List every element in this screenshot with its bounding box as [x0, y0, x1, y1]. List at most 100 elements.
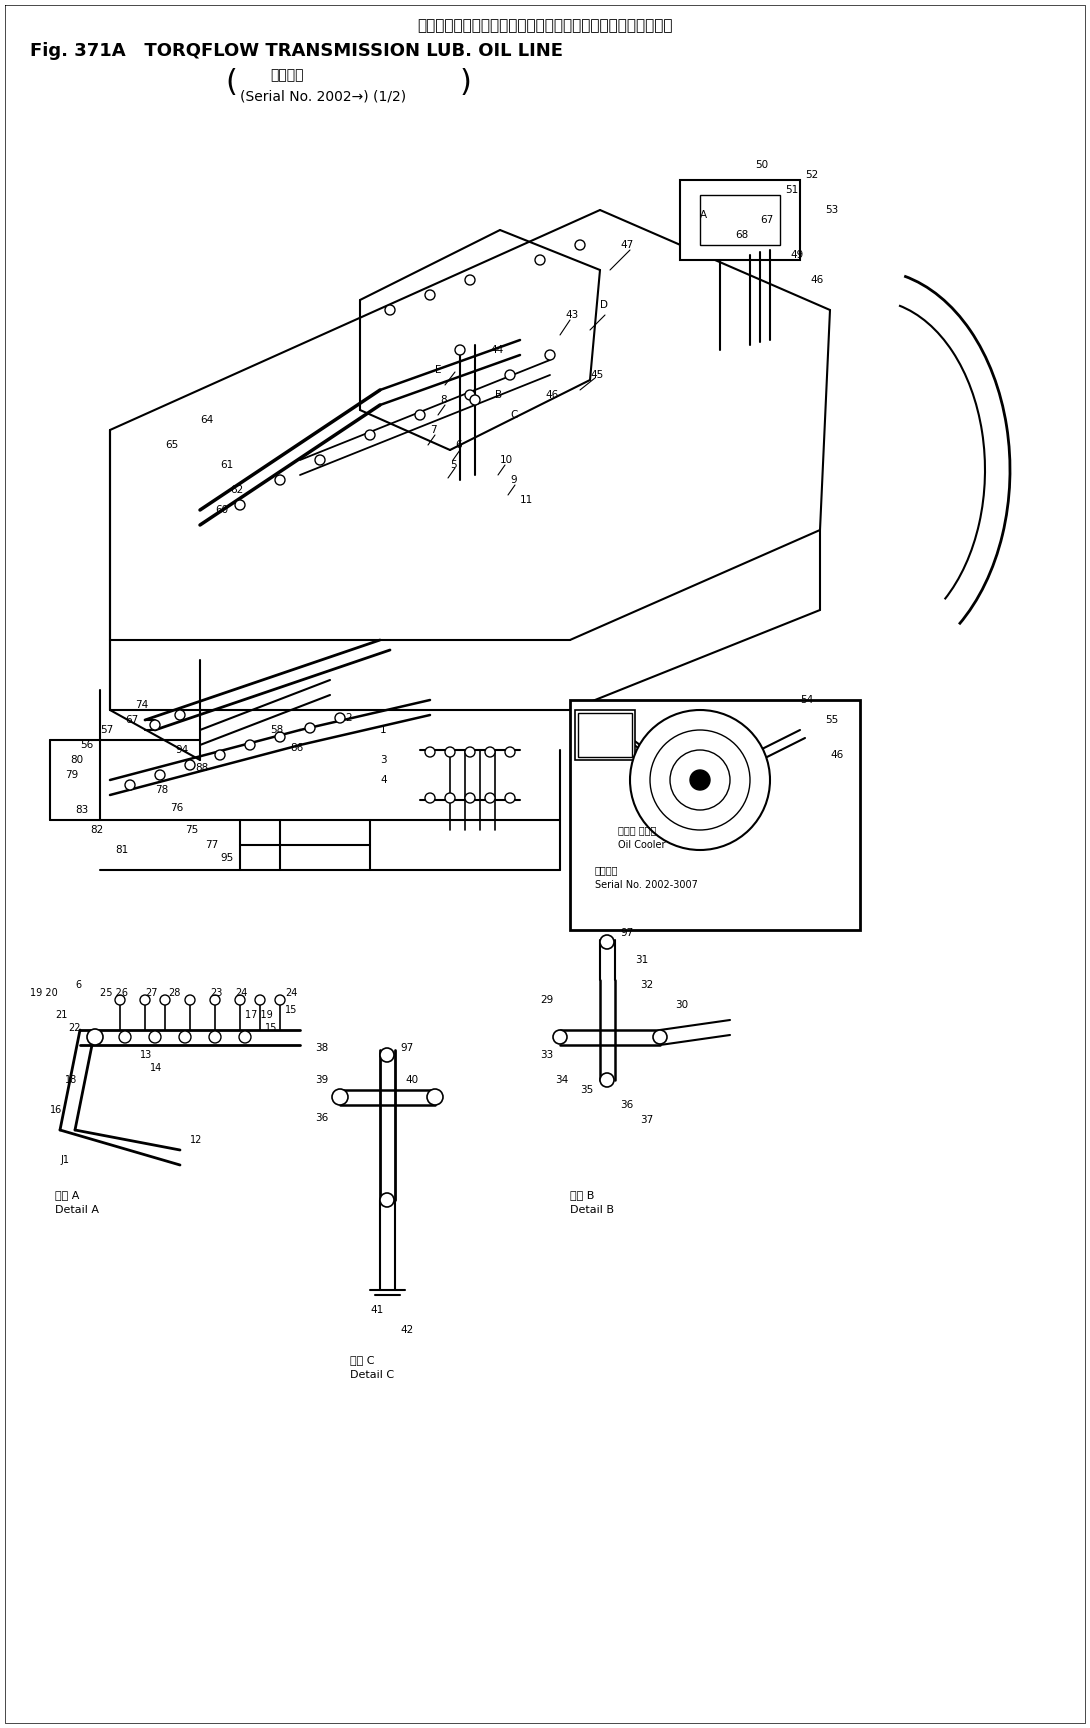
Text: 88: 88 [195, 764, 208, 772]
Text: 12: 12 [190, 1135, 203, 1146]
Text: 28: 28 [168, 988, 180, 999]
Circle shape [315, 454, 325, 465]
Text: 77: 77 [205, 840, 218, 850]
Circle shape [155, 771, 165, 779]
Circle shape [465, 793, 475, 804]
Circle shape [445, 746, 455, 757]
Bar [576, 710, 635, 760]
Text: 38: 38 [315, 1044, 328, 1052]
Circle shape [255, 995, 265, 1006]
Text: 86: 86 [290, 743, 303, 753]
Text: オイル クーラ: オイル クーラ [618, 824, 656, 835]
Text: 39: 39 [315, 1075, 328, 1085]
Circle shape [415, 410, 425, 420]
Circle shape [630, 710, 770, 850]
Text: J1: J1 [60, 1154, 69, 1165]
Circle shape [425, 290, 435, 301]
Circle shape [245, 740, 255, 750]
Text: 10: 10 [500, 454, 513, 465]
Circle shape [505, 793, 514, 804]
Text: (: ( [225, 67, 237, 97]
Text: 76: 76 [170, 804, 183, 812]
Text: 82: 82 [90, 824, 104, 835]
Text: 24: 24 [235, 988, 247, 999]
Circle shape [365, 430, 375, 441]
Circle shape [275, 475, 284, 486]
Circle shape [470, 396, 480, 404]
Text: 67: 67 [760, 214, 773, 225]
Text: 35: 35 [580, 1085, 593, 1096]
Circle shape [160, 995, 170, 1006]
Text: 29: 29 [540, 995, 554, 1006]
Text: 78: 78 [155, 785, 168, 795]
Text: 40: 40 [405, 1075, 419, 1085]
Text: 18: 18 [65, 1075, 77, 1085]
Circle shape [425, 746, 435, 757]
Text: 50: 50 [755, 161, 768, 169]
Circle shape [553, 1030, 567, 1044]
Text: Serial No. 2002-3007: Serial No. 2002-3007 [595, 880, 698, 890]
Text: 62: 62 [230, 486, 243, 494]
Text: 11: 11 [520, 494, 533, 505]
Text: 67: 67 [125, 715, 138, 726]
Text: 17 19: 17 19 [245, 1009, 272, 1020]
Text: 57: 57 [100, 726, 113, 734]
Text: 6: 6 [455, 441, 462, 449]
Text: 83: 83 [75, 805, 88, 816]
Text: (Serial No. 2002→) (1/2): (Serial No. 2002→) (1/2) [240, 90, 407, 104]
Text: 19 20: 19 20 [31, 988, 58, 999]
Text: 33: 33 [540, 1051, 554, 1059]
Circle shape [455, 346, 465, 354]
Text: 23: 23 [210, 988, 222, 999]
Text: 32: 32 [640, 980, 653, 990]
Circle shape [600, 935, 614, 949]
Text: 47: 47 [620, 240, 633, 251]
Circle shape [445, 793, 455, 804]
Text: 80: 80 [70, 755, 83, 766]
Circle shape [305, 722, 315, 733]
Circle shape [505, 746, 514, 757]
Text: 58: 58 [270, 726, 283, 734]
Text: 25 26: 25 26 [100, 988, 128, 999]
Circle shape [185, 995, 195, 1006]
Text: 4: 4 [380, 774, 387, 785]
Text: 53: 53 [825, 206, 838, 214]
Circle shape [425, 793, 435, 804]
Circle shape [653, 1030, 667, 1044]
Text: 68: 68 [735, 230, 748, 240]
Circle shape [140, 995, 150, 1006]
Circle shape [235, 995, 245, 1006]
Text: 94: 94 [175, 745, 189, 755]
Text: 52: 52 [806, 169, 819, 180]
Circle shape [465, 391, 475, 399]
Text: Detail B: Detail B [570, 1204, 614, 1215]
Text: 34: 34 [555, 1075, 568, 1085]
Text: D: D [600, 301, 608, 309]
Circle shape [175, 710, 185, 721]
Text: 95: 95 [220, 854, 233, 862]
Text: Fig. 371A   TORQFLOW TRANSMISSION LUB. OIL LINE: Fig. 371A TORQFLOW TRANSMISSION LUB. OIL… [31, 41, 564, 60]
Text: 対局 A: 対局 A [54, 1191, 80, 1199]
Circle shape [209, 1032, 221, 1044]
Text: 16: 16 [50, 1104, 62, 1115]
Bar [578, 714, 632, 757]
Circle shape [485, 746, 495, 757]
Text: 46: 46 [810, 275, 823, 285]
Text: E: E [435, 365, 441, 375]
Bar [680, 180, 800, 259]
Circle shape [670, 750, 730, 810]
Text: 55: 55 [825, 715, 838, 726]
Text: 36: 36 [620, 1101, 633, 1109]
Text: 9: 9 [510, 475, 517, 486]
Text: C: C [510, 410, 518, 420]
Text: 51: 51 [785, 185, 798, 195]
Text: 5: 5 [450, 460, 457, 470]
Text: 7: 7 [429, 425, 437, 435]
Text: 3: 3 [380, 755, 387, 766]
Text: Oil Cooler: Oil Cooler [618, 840, 666, 850]
Text: 44: 44 [490, 346, 504, 354]
Text: A: A [700, 211, 707, 219]
Text: 14: 14 [150, 1063, 162, 1073]
Text: 22: 22 [68, 1023, 81, 1033]
Circle shape [150, 721, 160, 729]
